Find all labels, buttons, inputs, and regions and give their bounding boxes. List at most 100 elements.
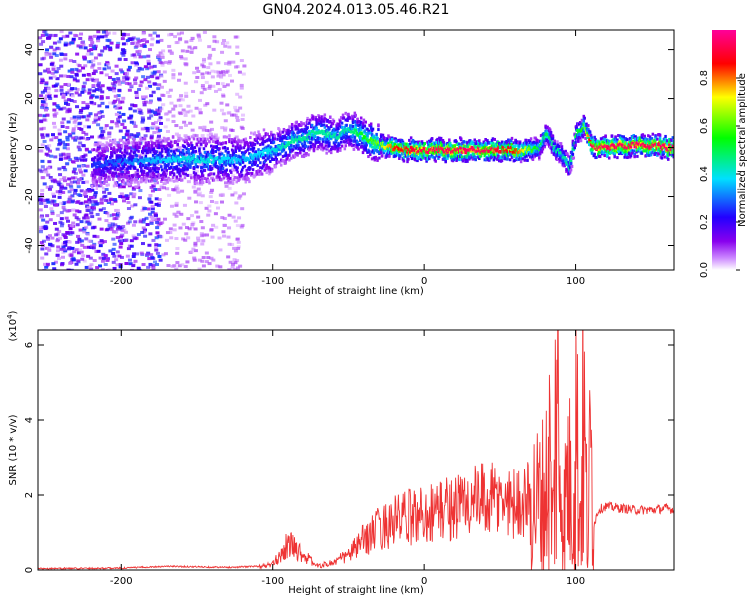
noise-cell [85, 204, 90, 208]
ridge-cell [122, 141, 126, 145]
noise-cell [53, 260, 58, 264]
noise-cell [72, 120, 77, 124]
noise-cell [45, 185, 50, 189]
noise-cell [45, 134, 50, 138]
noise-cell [195, 66, 200, 70]
noise-cell [235, 224, 240, 228]
noise-cell [207, 262, 212, 266]
ridge-cell [244, 177, 248, 181]
noise-cell [118, 265, 123, 269]
noise-cell [55, 82, 60, 86]
ridge-cell [256, 164, 259, 168]
noise-cell [38, 230, 43, 234]
ridge-core-cell [309, 131, 312, 135]
ridge-cell [328, 136, 331, 140]
ridge-cell [171, 168, 175, 172]
ridge-cell [251, 168, 255, 172]
ridge-cell [321, 137, 325, 141]
noise-cell [81, 131, 86, 135]
ridge-cell [254, 157, 258, 161]
noise-cell [105, 258, 110, 262]
noise-cell [62, 208, 67, 212]
noise-cell [67, 209, 72, 213]
ridge-cell [171, 175, 175, 179]
ridge-cell [290, 122, 294, 126]
noise-cell [104, 136, 109, 140]
noise-cell [86, 125, 91, 129]
ridge-cell [478, 139, 481, 143]
noise-cell [201, 128, 206, 132]
ridge-cell [438, 139, 442, 143]
ridge-cell [170, 165, 173, 169]
noise-cell [54, 233, 59, 237]
noise-cell [91, 44, 96, 48]
noise-cell [116, 41, 121, 45]
ridge-cell [126, 179, 129, 183]
noise-cell [119, 183, 124, 187]
noise-cell [73, 156, 78, 160]
ridge-cell [390, 138, 394, 142]
ridge-cell [227, 173, 230, 177]
noise-cell [87, 74, 92, 78]
noise-cell [59, 30, 64, 34]
noise-cell [227, 242, 232, 246]
ridge-cell [328, 127, 331, 131]
noise-cell [131, 262, 136, 266]
ridge-cell [381, 133, 385, 137]
noise-cell [93, 193, 98, 197]
spectrogram-heatmap [38, 30, 674, 270]
noise-cell [122, 49, 127, 53]
ridge-cell [288, 131, 291, 135]
noise-cell [96, 35, 101, 39]
noise-cell [238, 194, 243, 198]
ridge-cell [226, 147, 229, 151]
noise-cell [162, 79, 167, 83]
noise-cell [132, 252, 137, 256]
ridge-cell [460, 155, 464, 159]
noise-cell [116, 174, 121, 178]
ridge-cell [278, 128, 281, 132]
ridge-cell [109, 139, 112, 143]
ridge-cell [153, 163, 157, 167]
noise-cell [241, 192, 246, 196]
noise-cell [127, 220, 132, 224]
noise-cell [69, 117, 74, 121]
ridge-cell [187, 147, 190, 151]
ridge-cell [190, 176, 193, 180]
ridge-cell [181, 149, 185, 153]
ridge-cell [259, 137, 262, 141]
ridge-cell [236, 170, 239, 174]
ridge-cell [478, 157, 481, 161]
noise-cell [45, 36, 50, 40]
noise-cell [90, 215, 95, 219]
ridge-cell [349, 139, 353, 143]
ridge-cell [160, 149, 164, 153]
noise-cell [156, 203, 161, 207]
noise-cell [197, 258, 202, 262]
ridge-cell [279, 132, 282, 136]
noise-cell [99, 97, 104, 101]
ridge-cell [377, 144, 380, 148]
ridge-cell [403, 151, 407, 155]
noise-cell [38, 72, 43, 76]
ridge-cell [160, 154, 164, 158]
ridge-cell [211, 148, 215, 152]
noise-cell [212, 39, 217, 43]
noise-cell [75, 200, 80, 204]
ridge-core-cell [311, 129, 315, 133]
ridge-cell [124, 144, 128, 148]
ridge-cell [470, 155, 474, 159]
ridge-cell [329, 124, 333, 128]
ridge-cell [146, 151, 149, 155]
noise-cell [165, 118, 170, 122]
ridge-cell [490, 138, 494, 142]
ridge-cell [182, 172, 186, 176]
noise-cell [47, 95, 52, 99]
ridge-cell [368, 129, 371, 133]
ridge-cell [240, 146, 243, 150]
ridge-cell [274, 156, 278, 160]
ridge-cell [258, 133, 261, 137]
ridge-cell [308, 135, 311, 139]
noise-cell [39, 241, 44, 245]
ridge-cell [259, 166, 262, 170]
